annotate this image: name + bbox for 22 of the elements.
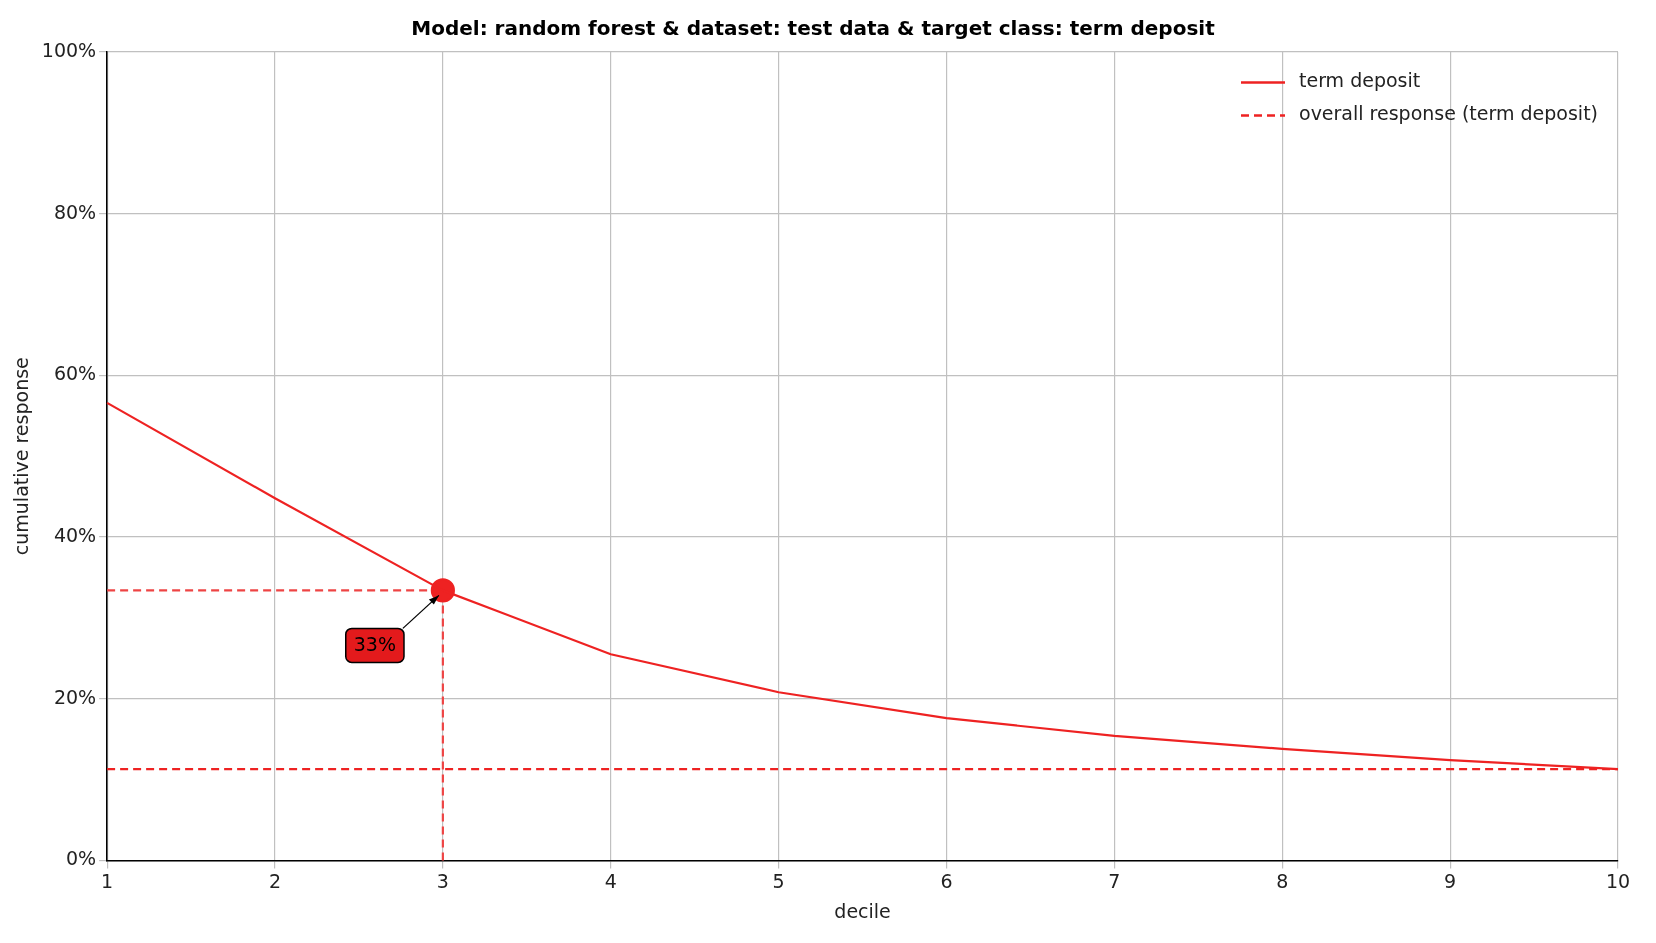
- x-tick-label: 7: [1108, 869, 1121, 892]
- x-tick-label: 5: [772, 869, 785, 892]
- annotation: 33%: [353, 633, 396, 656]
- y-tick-label: 60%: [53, 362, 97, 385]
- x-tick-label: 6: [940, 869, 953, 892]
- y-tick-label: 0%: [65, 847, 97, 870]
- y-tick-label: 80%: [53, 200, 97, 223]
- x-tick-label: 8: [1276, 869, 1289, 892]
- x-tick-label: 9: [1444, 869, 1457, 892]
- x-tick-label: 3: [436, 869, 449, 892]
- y-axis-title: cumulative response: [10, 357, 33, 556]
- legend-label: term deposit: [1299, 69, 1421, 92]
- x-tick-label: 10: [1605, 869, 1631, 892]
- y-tick-label: 20%: [53, 685, 97, 708]
- x-tick-label: 1: [101, 869, 114, 892]
- legend-label: overall response (term deposit): [1299, 102, 1598, 125]
- y-tick-label: 40%: [53, 523, 97, 546]
- x-axis-title: decile: [834, 899, 891, 922]
- chart-title: Model: random forest & dataset: test data & target class: term deposit: [411, 16, 1216, 41]
- x-tick-label: 4: [604, 869, 617, 892]
- y-tick-label: 100%: [41, 38, 97, 61]
- x-tick-label: 2: [268, 869, 282, 892]
